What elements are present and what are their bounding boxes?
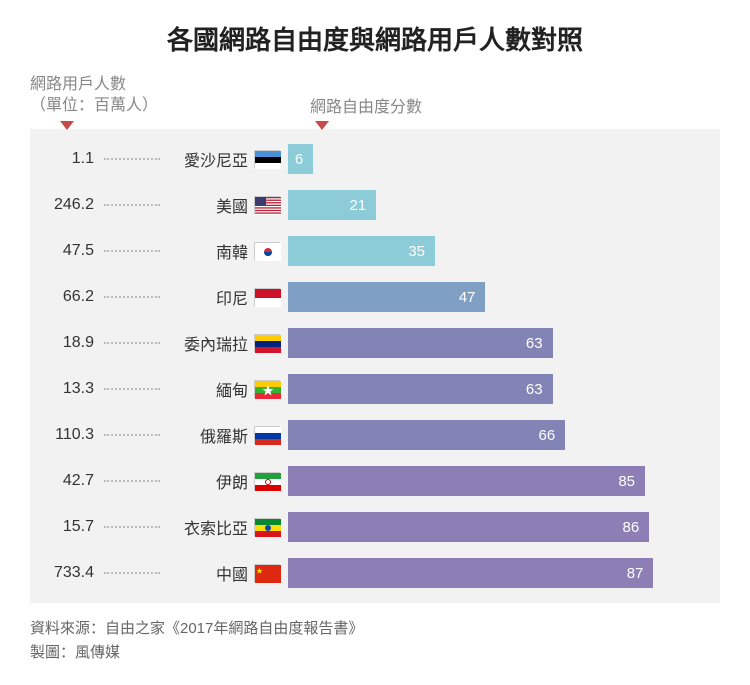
users-value: 42.7 <box>30 472 100 490</box>
score-value: 35 <box>408 243 425 260</box>
bar-wrap: 63 <box>288 374 720 404</box>
chart-title: 各國網路自由度與網路用戶人數對照 <box>30 20 720 57</box>
flag-icon <box>254 564 280 582</box>
flag-icon <box>254 518 280 536</box>
data-row: 18.9 委內瑞拉 63 <box>30 325 720 361</box>
users-value: 18.9 <box>30 334 100 352</box>
bar-wrap: 66 <box>288 420 720 450</box>
data-row: 110.3 俄羅斯 66 <box>30 417 720 453</box>
source-text: 資料來源：自由之家《2017年網路自由度報告書》 <box>30 617 720 641</box>
score-value: 63 <box>526 381 543 398</box>
country-name: 美國 <box>164 193 254 217</box>
flag-icon <box>254 334 280 352</box>
bar-wrap: 85 <box>288 466 720 496</box>
score-bar: 85 <box>288 466 645 496</box>
flag-icon <box>254 150 280 168</box>
country-name: 愛沙尼亞 <box>164 147 254 171</box>
flag-icon <box>254 288 280 306</box>
country-name: 俄羅斯 <box>164 423 254 447</box>
score-bar: 86 <box>288 512 649 542</box>
header-score: 網路自由度分數 <box>310 93 422 117</box>
country-name: 委內瑞拉 <box>164 331 254 355</box>
score-value: 87 <box>627 565 644 582</box>
bar-wrap: 86 <box>288 512 720 542</box>
dots-divider <box>104 572 160 574</box>
dots-divider <box>104 480 160 482</box>
users-value: 66.2 <box>30 288 100 306</box>
country-name: 衣索比亞 <box>164 515 254 539</box>
dots-divider <box>104 158 160 160</box>
data-row: 13.3 緬甸 63 <box>30 371 720 407</box>
score-value: 85 <box>618 473 635 490</box>
header-users: 網路用戶人數 （單位：百萬人） <box>30 75 158 117</box>
users-value: 733.4 <box>30 564 100 582</box>
score-bar: 66 <box>288 420 565 450</box>
users-value: 47.5 <box>30 242 100 260</box>
dots-divider <box>104 342 160 344</box>
bar-wrap: 21 <box>288 190 720 220</box>
column-headers: 網路用戶人數 （單位：百萬人） 網路自由度分數 <box>30 75 720 123</box>
dots-divider <box>104 526 160 528</box>
flag-icon <box>254 196 280 214</box>
dots-divider <box>104 204 160 206</box>
dots-divider <box>104 434 160 436</box>
data-row: 1.1 愛沙尼亞 6 <box>30 141 720 177</box>
bar-wrap: 87 <box>288 558 720 588</box>
data-row: 246.2 美國 21 <box>30 187 720 223</box>
bar-wrap: 6 <box>288 144 720 174</box>
data-row: 42.7 伊朗 85 <box>30 463 720 499</box>
pointer-icon <box>315 121 329 130</box>
flag-icon <box>254 380 280 398</box>
chart-footer: 資料來源：自由之家《2017年網路自由度報告書》 製圖：風傳媒 <box>30 617 720 665</box>
score-value: 86 <box>623 519 640 536</box>
flag-icon <box>254 426 280 444</box>
dots-divider <box>104 296 160 298</box>
credit-text: 製圖：風傳媒 <box>30 641 720 665</box>
chart-area: 1.1 愛沙尼亞 6 246.2 美國 21 47.5 南韓 35 66.2 印… <box>30 129 720 603</box>
score-value: 66 <box>539 427 556 444</box>
score-bar: 21 <box>288 190 376 220</box>
country-name: 印尼 <box>164 285 254 309</box>
dots-divider <box>104 388 160 390</box>
header-users-line2: （單位：百萬人） <box>30 97 158 114</box>
data-row: 47.5 南韓 35 <box>30 233 720 269</box>
chart-container: 各國網路自由度與網路用戶人數對照 網路用戶人數 （單位：百萬人） 網路自由度分數… <box>0 0 750 685</box>
score-bar: 47 <box>288 282 485 312</box>
country-name: 南韓 <box>164 239 254 263</box>
score-value: 47 <box>459 289 476 306</box>
users-value: 246.2 <box>30 196 100 214</box>
flag-icon <box>254 242 280 260</box>
users-value: 15.7 <box>30 518 100 536</box>
score-value: 6 <box>295 151 303 168</box>
header-users-line1: 網路用戶人數 <box>30 76 126 93</box>
bar-wrap: 47 <box>288 282 720 312</box>
score-bar: 63 <box>288 374 553 404</box>
country-name: 緬甸 <box>164 377 254 401</box>
score-bar: 6 <box>288 144 313 174</box>
data-row: 15.7 衣索比亞 86 <box>30 509 720 545</box>
score-bar: 63 <box>288 328 553 358</box>
country-name: 伊朗 <box>164 469 254 493</box>
country-name: 中國 <box>164 561 254 585</box>
score-value: 63 <box>526 335 543 352</box>
bar-wrap: 63 <box>288 328 720 358</box>
users-value: 13.3 <box>30 380 100 398</box>
pointer-icon <box>60 121 74 130</box>
bar-wrap: 35 <box>288 236 720 266</box>
flag-icon <box>254 472 280 490</box>
data-row: 733.4 中國 87 <box>30 555 720 591</box>
dots-divider <box>104 250 160 252</box>
data-row: 66.2 印尼 47 <box>30 279 720 315</box>
score-bar: 35 <box>288 236 435 266</box>
users-value: 110.3 <box>30 426 100 444</box>
score-bar: 87 <box>288 558 653 588</box>
score-value: 21 <box>350 197 367 214</box>
users-value: 1.1 <box>30 150 100 168</box>
